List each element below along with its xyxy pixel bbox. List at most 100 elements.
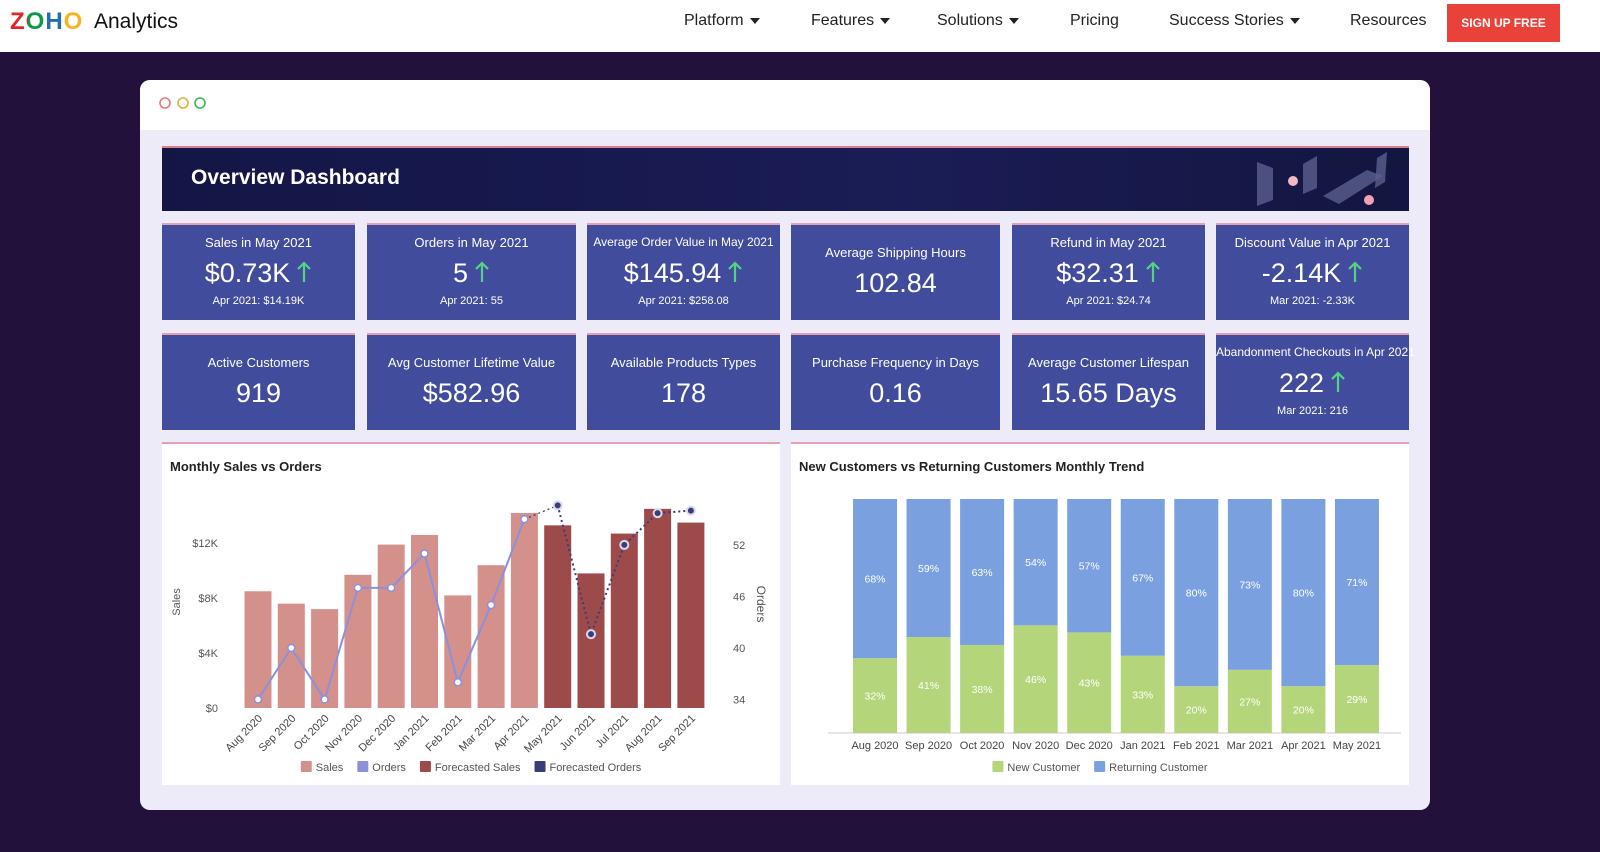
kpi-card: Average Customer Lifespan 15.65 Days [1012,333,1205,430]
kpi-value-row: 102.84 [791,268,1000,299]
nav-item-label[interactable]: Success Stories [1169,12,1284,29]
legend-label: Orders [372,762,406,774]
arrow-up [728,261,743,282]
y2-tick-label: 46 [733,591,745,603]
nav-item-label[interactable]: Pricing [1070,12,1119,29]
nav-item[interactable]: Platform [684,12,762,30]
bar-segment [1281,499,1326,687]
kpi-value-row: 5 [367,258,576,289]
nav-item[interactable]: Resources [1350,12,1426,30]
nav-item-label[interactable]: Features [811,12,875,29]
kpi-label: Refund in May 2021 [1050,235,1167,250]
y-axis-label: Sales [171,588,183,616]
y2-tick-label: 34 [733,694,745,706]
data-label: 20% [1293,705,1314,717]
nav-item[interactable]: Solutions [937,12,1021,30]
bar [677,522,705,708]
kpi-card: Average Shipping Hours 102.84 [791,223,1000,320]
nav-item-label[interactable]: Solutions [937,12,1003,29]
nav-item[interactable]: Success Stories [1169,12,1302,30]
logo[interactable]: ZOHO [10,8,84,35]
nav-item[interactable]: Pricing [1070,12,1119,30]
line-connector [524,504,558,520]
trend-arrow [475,261,489,282]
signup-button[interactable]: SIGN UP FREE [1447,4,1560,42]
arrow-up [475,261,489,282]
kpi-card: Average Order Value in May 2021 $145.94 Ap… [587,223,780,320]
kpi-card: Avg Customer Lifetime Value $582.96 [367,333,576,430]
product-name[interactable]: Analytics [94,10,179,33]
bar [477,565,505,708]
data-label: 41% [918,680,939,692]
data-label: 46% [1025,674,1046,686]
line-marker [253,695,263,704]
bar-segment [1174,499,1219,687]
bar [610,533,638,708]
nav-item[interactable]: Features [811,12,892,30]
line-marker [685,505,696,516]
chart-panel: New Customers vs Returning Customers Mon… [791,442,1409,785]
kpi-label: Average Order Value in May 2021 [593,235,774,249]
data-label: 68% [864,574,885,586]
kpi-card: Refund in May 2021 $32.31 Apr 2021: $24.74 [1012,223,1205,320]
bar [311,609,339,708]
kpi-label: Average Shipping Hours [825,245,966,260]
dashboard-header: Overview Dashboard [162,146,1409,211]
data-label: 20% [1186,705,1207,717]
kpi-card: Purchase Frequency in Days 0.16 [791,333,1000,430]
kpi-value-row: 0.16 [791,378,1000,409]
deco-dot [1288,176,1298,186]
kpi-value-row: 15.65 Days [1012,378,1205,409]
legend-label: Forecasted Orders [550,762,642,774]
x-tick-label: May 2021 [1333,740,1381,752]
x-tick-label: Apr 2021 [1281,740,1326,752]
data-label: 71% [1346,577,1367,589]
bar-segment [906,499,951,638]
kpi-card: Discount Value in Apr 2021 -2.14K Mar 2021… [1216,223,1409,320]
legend-swatch [534,761,546,772]
window-dots [159,97,206,109]
legend: Sales Orders Forecasted Sales Forecasted Or… [300,761,642,774]
x-tick-label: Feb 2021 [1173,740,1219,752]
legend-swatch [992,761,1004,772]
kpi-value-row: 222 [1216,368,1409,399]
bar-segment [1334,499,1379,666]
top-nav: ZOHO Analytics SIGN UP FREE Platform Feat… [0,0,1600,52]
y-tick-label: $12K [192,538,218,550]
legend: New Customer Returning Customer [992,761,1208,774]
bar [344,574,372,708]
bar-segment [853,499,897,659]
line-marker [353,583,363,593]
trend-arrow [1146,261,1160,282]
bar-segment [960,644,1005,733]
bar-segment [1067,499,1112,633]
dropdown-caret [1289,17,1300,24]
x-tick-label: Sep 2020 [905,740,952,752]
y-tick-label: $0 [206,703,218,715]
bar-segment [1120,499,1165,656]
nav-item-label[interactable]: Resources [1350,12,1427,29]
nav-item-label[interactable]: Platform [684,12,744,29]
chart-title: Monthly Sales vs Orders [170,459,322,474]
kpi-value: $582.96 [422,378,521,408]
dot-green [194,97,206,109]
data-label: 43% [1079,678,1100,690]
kpi-label: Orders in May 2021 [414,235,529,250]
kpi-value: 178 [660,378,707,408]
bar [444,595,472,708]
kpi-compare: Apr 2021: 55 [440,295,503,307]
trend-arrow [297,261,312,282]
kpi-card: Abandonment Checkouts in Apr 2021 222 Mar … [1216,333,1415,430]
kpi-value: $145.94 [623,258,722,288]
kpi-label: Average Customer Lifespan [1028,355,1189,370]
trend-arrow [1348,261,1363,282]
bar-segment [1174,686,1219,733]
kpi-card: Available Products Types 178 [587,333,780,430]
kpi-value: 0.16 [869,378,922,408]
data-label: 32% [864,691,885,703]
data-label: 80% [1293,588,1314,600]
line-marker [287,643,296,653]
dashboard-title: Overview Dashboard [191,166,400,189]
dropdown-caret [1008,17,1019,24]
